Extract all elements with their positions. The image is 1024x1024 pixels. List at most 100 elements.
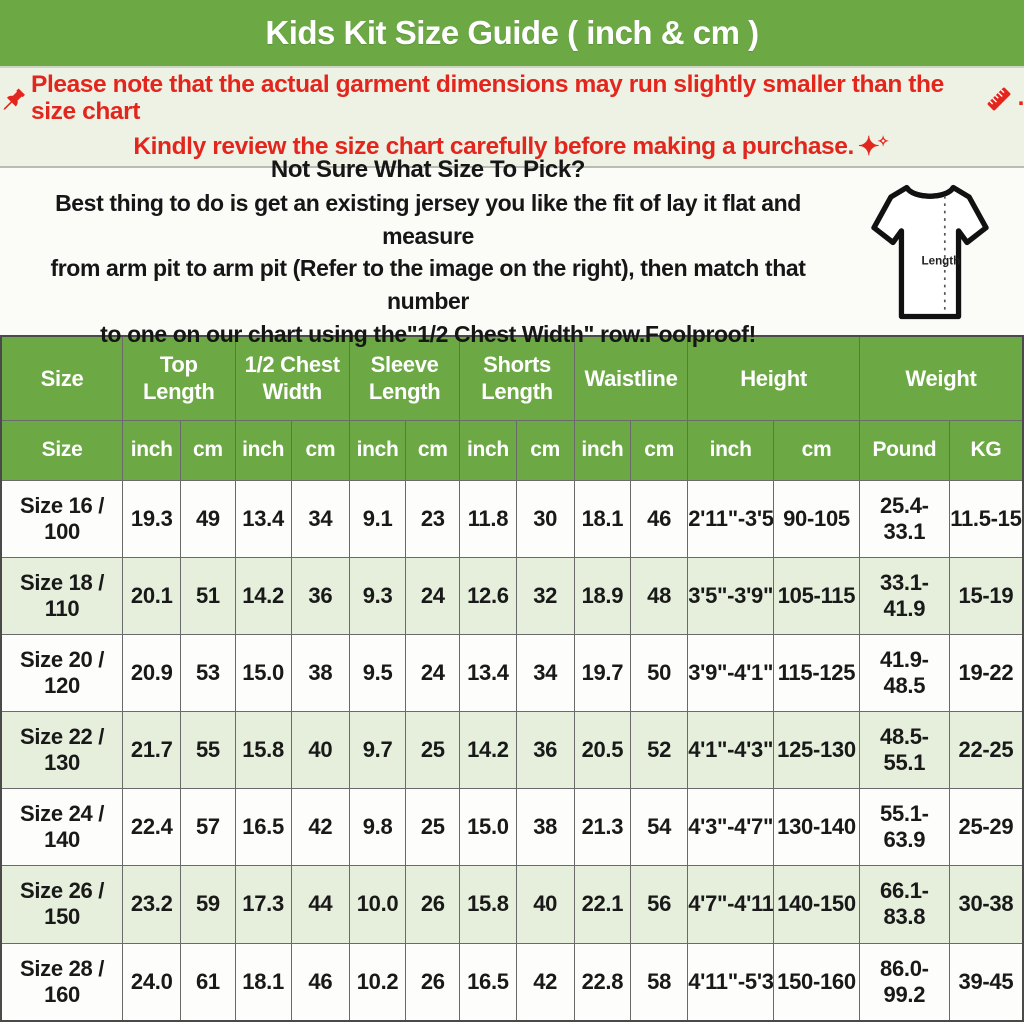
measurement-cell: 40 <box>515 865 575 944</box>
size-cell: Size 20 / 120 <box>0 633 124 713</box>
size-cell: Size 26 / 150 <box>0 865 124 944</box>
measurement-cell: 25 <box>405 711 461 790</box>
column-group-header: Height <box>687 335 860 421</box>
measurement-cell: 15-19 <box>948 556 1024 635</box>
column-group-header: Sleeve Length <box>348 335 461 421</box>
column-unit-header: inch <box>122 419 182 481</box>
measurement-cell: 19-22 <box>948 633 1024 713</box>
notice-text-1: Please note that the actual garment dime… <box>31 70 944 125</box>
measurement-cell: 3'9"-4'1" <box>687 633 775 713</box>
column-unit-header: cm <box>515 419 575 481</box>
measurement-cell: 105-115 <box>773 556 860 635</box>
measurement-cell: 41.9-48.5 <box>858 633 950 713</box>
table-unit-header-row: Size inch cm inch cm inch cm inch cm inch cm inch cm… <box>0 419 1024 481</box>
measurement-cell: 130-140 <box>773 788 860 867</box>
measurement-cell: 50 <box>629 633 689 713</box>
measurement-cell: 2'11"-3'5" <box>687 479 775 558</box>
sizing-help-heading: Not Sure What Size To Pick? <box>270 155 586 183</box>
size-cell: Size 24 / 140 <box>0 788 124 867</box>
measurement-cell: 19.3 <box>122 479 182 558</box>
column-unit-header: inch <box>459 419 517 481</box>
measurement-cell: 52 <box>629 711 689 790</box>
measurement-cell: 15.0 <box>234 633 292 713</box>
measurement-cell: 26 <box>405 865 461 944</box>
measurement-cell: 86.0-99.2 <box>858 942 950 1022</box>
column-unit-header: cm <box>405 419 461 481</box>
measurement-cell: 125-130 <box>773 711 860 790</box>
tshirt-length-diagram-icon: Length <box>846 178 1014 326</box>
measurement-cell: 34 <box>515 633 575 713</box>
measurement-cell: 24 <box>405 556 461 635</box>
notice-text-2: Kindly review the size chart carefully b… <box>133 133 854 161</box>
measurement-cell: 16.5 <box>234 788 292 867</box>
column-group-header: Size <box>0 335 124 421</box>
measurement-cell: 30-38 <box>948 865 1024 944</box>
measurement-cell: 150-160 <box>773 942 860 1022</box>
measurement-cell: 42 <box>515 942 575 1022</box>
measurement-cell: 36 <box>290 556 350 635</box>
column-unit-header: cm <box>180 419 236 481</box>
measurement-cell: 16.5 <box>459 942 517 1022</box>
measurement-cell: 48 <box>629 556 689 635</box>
measurement-cell: 19.7 <box>573 633 631 713</box>
column-unit-header: inch <box>234 419 292 481</box>
column-unit-header: inch <box>348 419 407 481</box>
measurement-cell: 13.4 <box>234 479 292 558</box>
measurement-cell: 11.5-15 <box>948 479 1024 558</box>
measurement-cell: 48.5-55.1 <box>858 711 950 790</box>
measurement-cell: 15.8 <box>234 711 292 790</box>
measurement-cell: 34 <box>290 479 350 558</box>
measurement-cell: 32 <box>515 556 575 635</box>
measurement-cell: 24 <box>405 633 461 713</box>
table-row: Size 24 / 140 22.4 57 16.5 42 9.8 25 15.0 38 21.3… <box>0 788 1024 867</box>
measurement-cell: 25-29 <box>948 788 1024 867</box>
measurement-cell: 21.7 <box>122 711 182 790</box>
measurement-cell: 4'1"-4'3" <box>687 711 775 790</box>
measurement-cell: 30 <box>515 479 575 558</box>
measurement-cell: 13.4 <box>459 633 517 713</box>
measurement-cell: 4'7"-4'11" <box>687 865 775 944</box>
measurement-cell: 20.5 <box>573 711 631 790</box>
measurement-cell: 38 <box>290 633 350 713</box>
measurement-cell: 18.1 <box>234 942 292 1022</box>
measurement-cell: 115-125 <box>773 633 860 713</box>
table-row: Size 22 / 130 21.7 55 15.8 40 9.7 25 14.2 36 20.5… <box>0 711 1024 790</box>
measurement-cell: 24.0 <box>122 942 182 1022</box>
column-unit-header: KG <box>948 419 1024 481</box>
measurement-cell: 66.1-83.8 <box>858 865 950 944</box>
table-row: Size 28 / 160 24.0 61 18.1 46 10.2 26 16.5 42 22.… <box>0 942 1024 1022</box>
pushpin-icon <box>3 87 25 111</box>
title-bar: Kids Kit Size Guide ( inch & cm ) <box>0 0 1024 68</box>
size-cell: Size 16 / 100 <box>0 479 124 558</box>
sizing-help-section: Not Sure What Size To Pick? Best thing t… <box>0 156 1024 347</box>
measurement-cell: 22.8 <box>573 942 631 1022</box>
table-row: Size 26 / 150 23.2 59 17.3 44 10.0 26 15.8 40 22.… <box>0 865 1024 944</box>
measurement-cell: 22.4 <box>122 788 182 867</box>
tshirt-length-label: Length <box>922 254 961 267</box>
measurement-cell: 14.2 <box>234 556 292 635</box>
measurement-cell: 9.5 <box>348 633 407 713</box>
measurement-cell: 14.2 <box>459 711 517 790</box>
sizing-help-line: Best thing to do is get an existing jers… <box>55 189 801 249</box>
measurement-cell: 26 <box>405 942 461 1022</box>
measurement-cell: 23.2 <box>122 865 182 944</box>
measurement-cell: 140-150 <box>773 865 860 944</box>
column-unit-header: Size <box>0 419 124 481</box>
column-group-header: Top Length <box>122 335 236 421</box>
measurement-cell: 53 <box>180 633 236 713</box>
measurement-cell: 10.0 <box>348 865 407 944</box>
measurement-cell: 38 <box>515 788 575 867</box>
measurement-cell: 21.3 <box>573 788 631 867</box>
measurement-cell: 33.1-41.9 <box>858 556 950 635</box>
measurement-cell: 20.1 <box>122 556 182 635</box>
measurement-cell: 15.0 <box>459 788 517 867</box>
measurement-cell: 54 <box>629 788 689 867</box>
sizing-help-line: from arm pit to arm pit (Refer to the im… <box>50 255 806 314</box>
measurement-cell: 55.1-63.9 <box>858 788 950 867</box>
measurement-cell: 22.1 <box>573 865 631 944</box>
measurement-cell: 4'11"-5'3" <box>687 942 775 1022</box>
measurement-cell: 25 <box>405 788 461 867</box>
measurement-cell: 20.9 <box>122 633 182 713</box>
notice-line-2: Kindly review the size chart carefully b… <box>133 131 890 163</box>
measurement-cell: 22-25 <box>948 711 1024 790</box>
